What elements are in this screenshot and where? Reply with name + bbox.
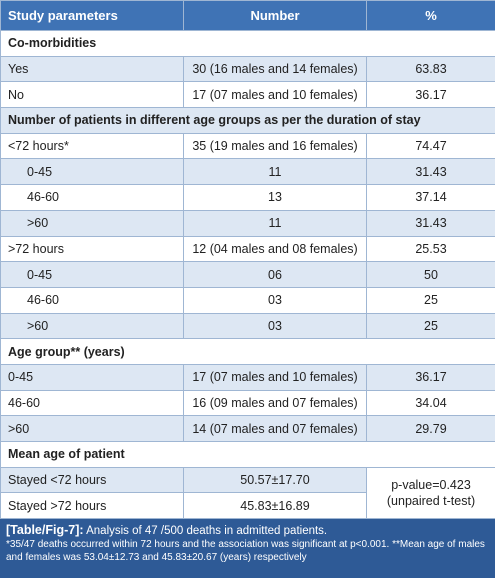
cell: >60 bbox=[1, 210, 184, 236]
header-row: Study parameters Number % bbox=[1, 1, 495, 31]
cell: 74.47 bbox=[367, 133, 495, 159]
cell: 17 (07 males and 10 females) bbox=[184, 364, 367, 390]
cell: 36.17 bbox=[367, 364, 495, 390]
section-cell: Age group** (years) bbox=[1, 339, 495, 365]
cell: 0-45 bbox=[1, 262, 184, 288]
cell: 63.83 bbox=[367, 56, 495, 82]
cell: 16 (09 males and 07 females) bbox=[184, 390, 367, 416]
section-row: Mean age of patient bbox=[1, 442, 495, 468]
section-cell: Co-morbidities bbox=[1, 31, 495, 57]
cell: 31.43 bbox=[367, 159, 495, 185]
cell: 37.14 bbox=[367, 185, 495, 211]
cell: 11 bbox=[184, 210, 367, 236]
cell: 14 (07 males and 07 females) bbox=[184, 416, 367, 442]
cell: 50 bbox=[367, 262, 495, 288]
cell: 0-45 bbox=[1, 159, 184, 185]
cell: 50.57±17.70 bbox=[184, 467, 367, 493]
cell: Yes bbox=[1, 56, 184, 82]
cell: 46-60 bbox=[1, 390, 184, 416]
section-cell: Number of patients in different age grou… bbox=[1, 108, 495, 134]
cell: >72 hours bbox=[1, 236, 184, 262]
row: <72 hours*35 (19 males and 16 females)74… bbox=[1, 133, 495, 159]
cell-line: p-value=0.423 bbox=[374, 477, 488, 493]
cell: 13 bbox=[184, 185, 367, 211]
data-table: Study parameters Number % Co-morbidities… bbox=[0, 0, 495, 519]
cell: 25 bbox=[367, 313, 495, 339]
cell: 25 bbox=[367, 287, 495, 313]
cell: 36.17 bbox=[367, 82, 495, 108]
section-row: Age group** (years) bbox=[1, 339, 495, 365]
section-row: Number of patients in different age grou… bbox=[1, 108, 495, 134]
caption-label: [Table/Fig-7]: bbox=[6, 523, 84, 537]
caption: [Table/Fig-7]: Analysis of 47 /500 death… bbox=[0, 519, 495, 578]
merged-cell: p-value=0.423(unpaired t-test) bbox=[367, 467, 495, 518]
cell: 30 (16 males and 14 females) bbox=[184, 56, 367, 82]
cell: 29.79 bbox=[367, 416, 495, 442]
caption-footnote: *35/47 deaths occurred within 72 hours a… bbox=[6, 538, 489, 564]
header-cell: Study parameters bbox=[1, 1, 184, 31]
header-cell: % bbox=[367, 1, 495, 31]
cell: 03 bbox=[184, 313, 367, 339]
header-cell: Number bbox=[184, 1, 367, 31]
cell: 31.43 bbox=[367, 210, 495, 236]
cell: >60 bbox=[1, 416, 184, 442]
cell: 11 bbox=[184, 159, 367, 185]
cell: 25.53 bbox=[367, 236, 495, 262]
cell: Stayed <72 hours bbox=[1, 467, 184, 493]
cell: 06 bbox=[184, 262, 367, 288]
cell: 46-60 bbox=[1, 287, 184, 313]
cell: <72 hours* bbox=[1, 133, 184, 159]
section-cell: Mean age of patient bbox=[1, 442, 495, 468]
caption-text: Analysis of 47 /500 deaths in admitted p… bbox=[86, 525, 327, 537]
cell: No bbox=[1, 82, 184, 108]
cell: 34.04 bbox=[367, 390, 495, 416]
cell: Stayed >72 hours bbox=[1, 493, 184, 519]
cell: 17 (07 males and 10 females) bbox=[184, 82, 367, 108]
cell-line: (unpaired t-test) bbox=[374, 493, 488, 509]
cell: 03 bbox=[184, 287, 367, 313]
cell: 12 (04 males and 08 females) bbox=[184, 236, 367, 262]
cell: 35 (19 males and 16 females) bbox=[184, 133, 367, 159]
cell: 46-60 bbox=[1, 185, 184, 211]
cell: >60 bbox=[1, 313, 184, 339]
section-row: Co-morbidities bbox=[1, 31, 495, 57]
cell: 45.83±16.89 bbox=[184, 493, 367, 519]
cell: 0-45 bbox=[1, 364, 184, 390]
